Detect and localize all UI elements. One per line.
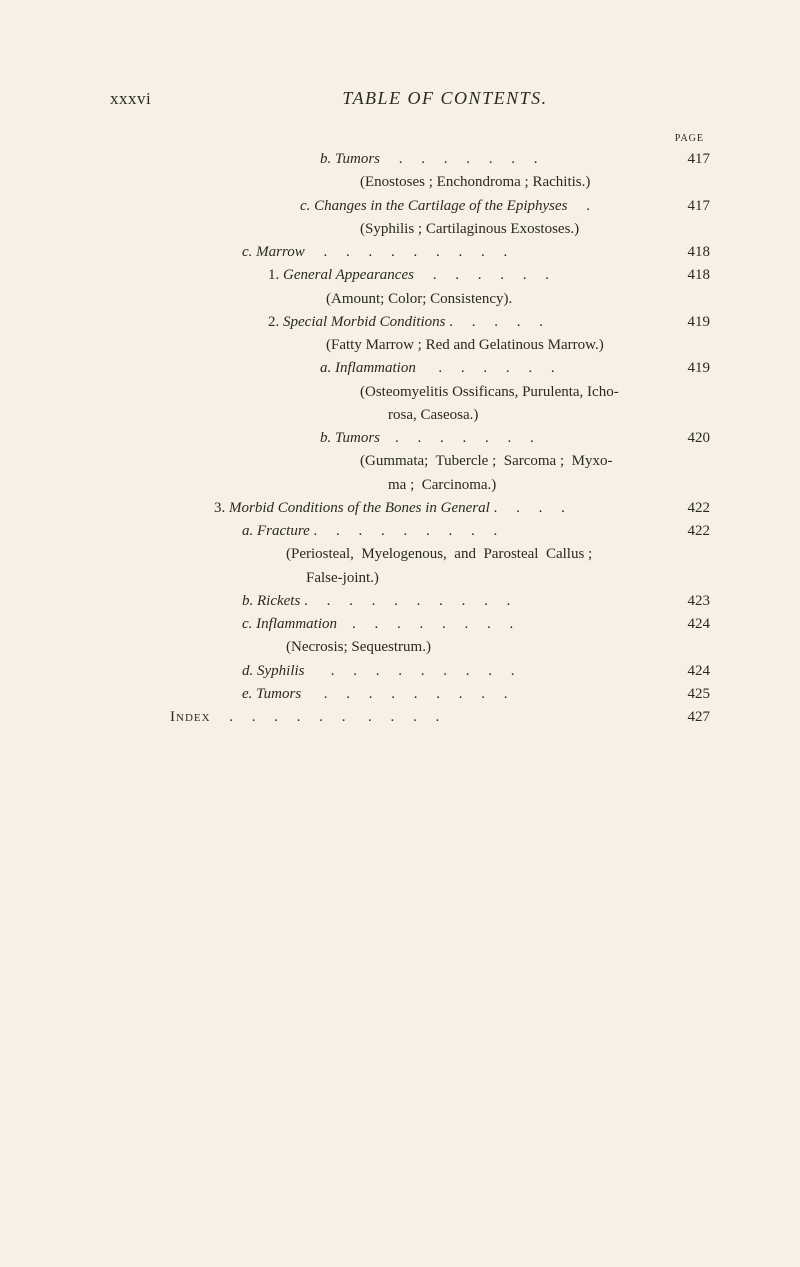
toc-entry-title: Rickets — [253, 590, 300, 613]
toc-entry-marker: b. — [320, 427, 331, 450]
toc-leaders: . . . . . . . . . — [301, 683, 666, 706]
toc-leaders: . . . . . . — [414, 264, 666, 287]
page-title: TABLE OF CONTENTS. — [240, 88, 710, 109]
toc-entry-marker: c. — [242, 241, 252, 264]
toc-entry-title: Fracture — [253, 520, 310, 543]
toc-entry: Index . . . . . . . . . .427 — [110, 706, 710, 729]
toc-subline-text: rosa, Caseosa.) — [388, 407, 478, 423]
toc-entry-label: Index — [170, 706, 211, 729]
toc-entry-marker: a. — [320, 357, 331, 380]
toc-subline-text: (Enostoses ; Enchondroma ; Rachitis.) — [360, 174, 590, 190]
toc-leaders: . . . . . . . . . — [305, 241, 666, 264]
toc-subline: (Enostoses ; Enchondroma ; Rachitis.) — [110, 171, 710, 194]
toc-subline-text: False-joint.) — [306, 570, 379, 586]
toc-subline: (Osteomyelitis Ossificans, Purulenta, Ic… — [110, 381, 710, 404]
toc-entry-page: 422 — [666, 497, 710, 520]
toc-subline-text: (Periosteal, Myelogenous, and Parosteal … — [286, 546, 592, 562]
toc-leaders: . . . . . — [446, 311, 667, 334]
toc-subline: (Necrosis; Sequestrum.) — [110, 636, 710, 659]
toc-entry-marker: 2. — [268, 311, 279, 334]
table-of-contents: b. Tumors . . . . . . .417(Enostoses ; E… — [110, 148, 710, 729]
toc-entry-title: Syphilis — [253, 660, 304, 683]
toc-leaders: . — [567, 195, 666, 218]
toc-entry-page: 417 — [666, 148, 710, 171]
toc-entry-page: 422 — [666, 520, 710, 543]
toc-entry-page: 424 — [666, 660, 710, 683]
toc-entry-title: Inflammation — [331, 357, 416, 380]
toc-subline-text: ma ; Carcinoma.) — [388, 477, 496, 493]
toc-entry-page: 418 — [666, 264, 710, 287]
toc-subline: rosa, Caseosa.) — [110, 404, 710, 427]
toc-entry-title: Changes in the Cartilage of the Epiphyse… — [310, 195, 567, 218]
toc-entry-title: Morbid Conditions of the Bones in Genera… — [225, 497, 490, 520]
toc-subline-text: (Gummata; Tubercle ; Sarcoma ; Myxo- — [360, 453, 612, 469]
page-column-label-row: PAGE — [110, 133, 710, 144]
toc-entry-title: Tumors — [331, 427, 380, 450]
toc-entry-title: Inflammation — [252, 613, 337, 636]
toc-leaders: . . . . . . — [416, 357, 666, 380]
toc-leaders: . . . . . . . . . . — [300, 590, 666, 613]
toc-entry: 3. Morbid Conditions of the Bones in Gen… — [110, 497, 710, 520]
toc-entry-page: 418 — [666, 241, 710, 264]
toc-entry: b. Tumors . . . . . . .420 — [110, 427, 710, 450]
toc-subline-text: (Osteomyelitis Ossificans, Purulenta, Ic… — [360, 384, 619, 400]
toc-subline-text: (Fatty Marrow ; Red and Gelatinous Marro… — [326, 337, 604, 353]
toc-entry-marker: c. — [242, 613, 252, 636]
toc-entry-marker: a. — [242, 520, 253, 543]
toc-entry: c. Marrow . . . . . . . . .418 — [110, 241, 710, 264]
toc-subline-text: (Necrosis; Sequestrum.) — [286, 639, 431, 655]
toc-entry: a. Fracture . . . . . . . . .422 — [110, 520, 710, 543]
page: xxxvi TABLE OF CONTENTS. PAGE b. Tumors … — [0, 0, 800, 1267]
toc-subline: (Fatty Marrow ; Red and Gelatinous Marro… — [110, 334, 710, 357]
toc-entry-page: 427 — [666, 706, 710, 729]
toc-subline-text: (Syphilis ; Cartilaginous Exostoses.) — [360, 221, 579, 237]
toc-entry-page: 420 — [666, 427, 710, 450]
toc-leaders: . . . . — [490, 497, 666, 520]
toc-leaders: . . . . . . . . . . — [211, 706, 666, 729]
toc-leaders: . . . . . . . — [380, 148, 666, 171]
toc-entry: c. Changes in the Cartilage of the Epiph… — [110, 195, 710, 218]
toc-entry: e. Tumors . . . . . . . . .425 — [110, 683, 710, 706]
toc-entry: b. Tumors . . . . . . .417 — [110, 148, 710, 171]
toc-entry-marker: 1. — [268, 264, 279, 287]
toc-entry-page: 417 — [666, 195, 710, 218]
toc-leaders: . . . . . . . . — [337, 613, 666, 636]
toc-subline: (Gummata; Tubercle ; Sarcoma ; Myxo- — [110, 450, 710, 473]
toc-subline: (Periosteal, Myelogenous, and Parosteal … — [110, 543, 710, 566]
toc-entry-title: Special Morbid Conditions — [279, 311, 445, 334]
toc-entry-marker: c. — [300, 195, 310, 218]
toc-entry-page: 419 — [666, 311, 710, 334]
toc-subline: ma ; Carcinoma.) — [110, 474, 710, 497]
toc-entry: 1. General Appearances . . . . . .418 — [110, 264, 710, 287]
toc-subline: (Amount; Color; Consistency). — [110, 288, 710, 311]
toc-leaders: . . . . . . . . . — [305, 660, 667, 683]
toc-entry-title: Marrow — [252, 241, 304, 264]
toc-entry-title: General Appearances — [279, 264, 414, 287]
toc-entry-marker: 3. — [214, 497, 225, 520]
toc-subline: False-joint.) — [110, 567, 710, 590]
toc-entry-page: 424 — [666, 613, 710, 636]
toc-entry: b. Rickets . . . . . . . . . .423 — [110, 590, 710, 613]
toc-entry-marker: d. — [242, 660, 253, 683]
toc-entry-page: 419 — [666, 357, 710, 380]
toc-subline-text: (Amount; Color; Consistency). — [326, 291, 512, 307]
toc-entry: d. Syphilis . . . . . . . . .424 — [110, 660, 710, 683]
toc-entry-marker: b. — [242, 590, 253, 613]
toc-entry-marker: e. — [242, 683, 252, 706]
page-column-label: PAGE — [675, 133, 704, 144]
toc-entry-page: 423 — [666, 590, 710, 613]
toc-entry-title: Tumors — [331, 148, 380, 171]
toc-leaders: . . . . . . . — [380, 427, 666, 450]
toc-leaders: . . . . . . . . . — [310, 520, 666, 543]
toc-entry: c. Inflammation . . . . . . . .424 — [110, 613, 710, 636]
toc-entry-title: Tumors — [252, 683, 301, 706]
page-number-roman: xxxvi — [110, 89, 240, 109]
running-header: xxxvi TABLE OF CONTENTS. — [110, 88, 710, 109]
toc-entry-marker: b. — [320, 148, 331, 171]
toc-subline: (Syphilis ; Cartilaginous Exostoses.) — [110, 218, 710, 241]
toc-entry: a. Inflammation . . . . . .419 — [110, 357, 710, 380]
toc-entry: 2. Special Morbid Conditions . . . . .41… — [110, 311, 710, 334]
toc-entry-page: 425 — [666, 683, 710, 706]
